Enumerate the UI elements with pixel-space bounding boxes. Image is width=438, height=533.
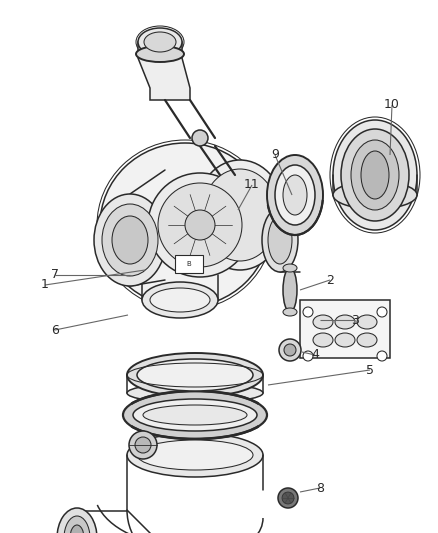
- Ellipse shape: [57, 508, 97, 533]
- Ellipse shape: [262, 208, 298, 272]
- Text: 9: 9: [271, 149, 279, 161]
- Ellipse shape: [185, 210, 215, 240]
- Ellipse shape: [123, 391, 267, 439]
- Circle shape: [278, 488, 298, 508]
- Ellipse shape: [335, 333, 355, 347]
- Circle shape: [192, 130, 208, 146]
- Ellipse shape: [283, 264, 297, 272]
- Text: 8: 8: [316, 481, 324, 495]
- Ellipse shape: [102, 204, 158, 276]
- Ellipse shape: [136, 46, 184, 62]
- Ellipse shape: [267, 155, 323, 235]
- Text: 4: 4: [311, 349, 319, 361]
- Ellipse shape: [333, 120, 417, 230]
- Ellipse shape: [202, 169, 278, 261]
- Circle shape: [303, 307, 313, 317]
- Ellipse shape: [127, 383, 263, 403]
- Polygon shape: [138, 42, 190, 100]
- Text: 1: 1: [41, 279, 49, 292]
- Ellipse shape: [133, 399, 257, 431]
- Circle shape: [282, 492, 294, 504]
- Circle shape: [377, 351, 387, 361]
- Ellipse shape: [195, 160, 285, 270]
- Ellipse shape: [144, 32, 176, 52]
- Ellipse shape: [150, 288, 210, 312]
- Ellipse shape: [283, 268, 297, 312]
- Text: 3: 3: [351, 313, 359, 327]
- Ellipse shape: [137, 359, 253, 391]
- Ellipse shape: [283, 175, 307, 215]
- Ellipse shape: [70, 525, 84, 533]
- Ellipse shape: [313, 315, 333, 329]
- Circle shape: [279, 339, 301, 361]
- Ellipse shape: [148, 173, 252, 277]
- Circle shape: [377, 307, 387, 317]
- Text: 11: 11: [244, 179, 260, 191]
- Ellipse shape: [137, 440, 253, 470]
- Ellipse shape: [351, 140, 399, 210]
- Circle shape: [284, 344, 296, 356]
- Ellipse shape: [268, 216, 292, 264]
- Ellipse shape: [142, 282, 218, 318]
- Circle shape: [135, 437, 151, 453]
- Ellipse shape: [112, 216, 148, 264]
- Ellipse shape: [333, 181, 417, 209]
- Bar: [300, 300, 390, 358]
- Ellipse shape: [94, 194, 166, 286]
- Ellipse shape: [357, 315, 377, 329]
- Ellipse shape: [275, 165, 315, 225]
- Text: 2: 2: [326, 273, 334, 287]
- Text: 6: 6: [51, 324, 59, 336]
- Ellipse shape: [357, 333, 377, 347]
- Circle shape: [303, 351, 313, 361]
- Ellipse shape: [335, 315, 355, 329]
- Text: B: B: [187, 261, 191, 267]
- Text: 7: 7: [51, 269, 59, 281]
- Ellipse shape: [127, 353, 263, 397]
- Ellipse shape: [143, 405, 247, 425]
- Text: 10: 10: [384, 99, 400, 111]
- Ellipse shape: [341, 129, 409, 221]
- Bar: [175, 255, 203, 273]
- Ellipse shape: [158, 183, 242, 267]
- Ellipse shape: [313, 333, 333, 347]
- Ellipse shape: [100, 143, 270, 307]
- Ellipse shape: [283, 308, 297, 316]
- Ellipse shape: [64, 516, 90, 533]
- Text: 5: 5: [366, 364, 374, 376]
- Circle shape: [129, 431, 157, 459]
- Ellipse shape: [127, 433, 263, 477]
- Ellipse shape: [138, 28, 182, 56]
- Ellipse shape: [361, 151, 389, 199]
